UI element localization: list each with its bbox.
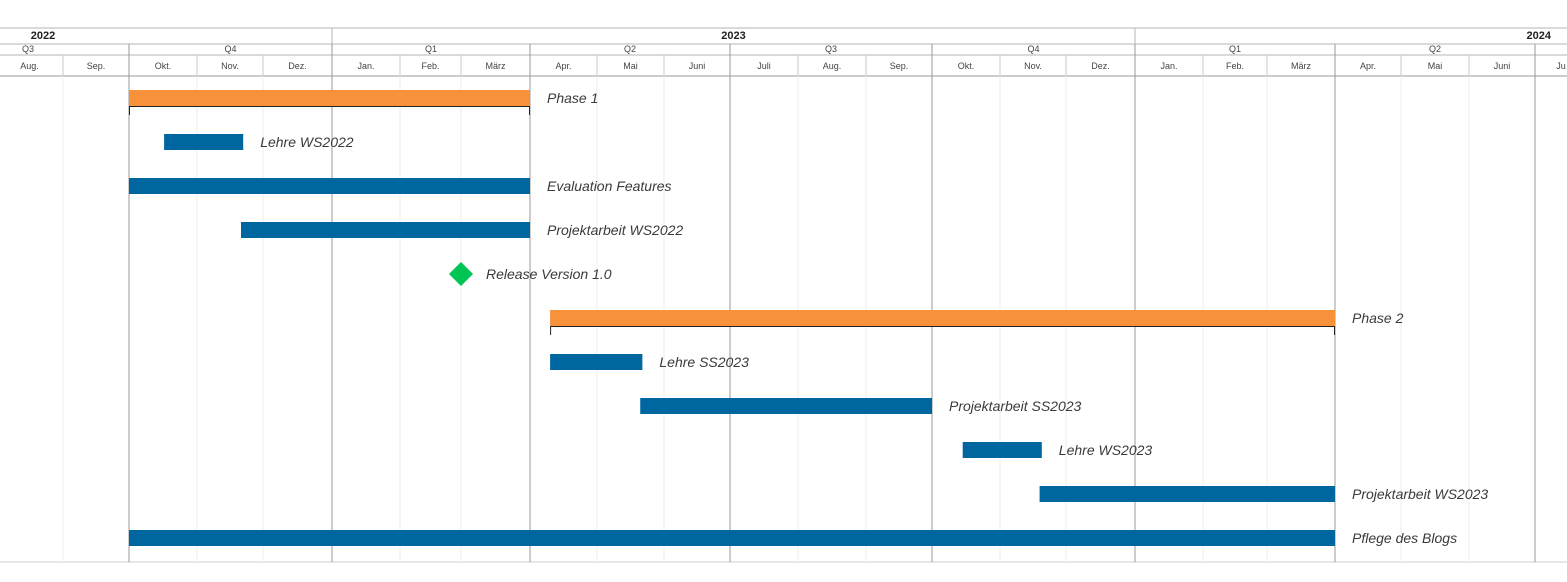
task-row: Projektarbeit WS2023 [1039, 486, 1488, 502]
year-label: 2022 [31, 30, 55, 42]
year-label: 2024 [1527, 30, 1552, 42]
task-row: Lehre WS2022 [164, 134, 354, 150]
month-label: Okt. [155, 61, 172, 71]
month-label: Jan. [1160, 61, 1177, 71]
month-label: Feb. [421, 61, 439, 71]
phase-bracket [129, 106, 530, 115]
month-label: Nov. [1024, 61, 1042, 71]
month-label: März [1291, 61, 1311, 71]
task-bar[interactable] [1039, 486, 1335, 502]
milestone-row: Release Version 1.0 [448, 261, 612, 287]
month-label: Dez. [1091, 61, 1110, 71]
month-label: Apr. [1360, 61, 1376, 71]
task-label: Projektarbeit SS2023 [949, 398, 1082, 414]
month-label: Aug. [823, 61, 842, 71]
task-label: Phase 1 [547, 90, 598, 106]
quarter-label: Q1 [425, 44, 437, 54]
month-label: Jan. [357, 61, 374, 71]
task-bar[interactable] [550, 354, 643, 370]
task-label: Release Version 1.0 [486, 266, 612, 282]
task-label: Lehre WS2023 [1059, 442, 1153, 458]
task-bar[interactable] [164, 134, 244, 150]
task-bar[interactable] [241, 222, 530, 238]
task-label: Pflege des Blogs [1352, 530, 1457, 546]
task-bar[interactable] [129, 530, 1335, 546]
quarter-label: Q4 [224, 44, 236, 54]
month-label: Sep. [890, 61, 909, 71]
task-label: Lehre WS2022 [260, 134, 354, 150]
quarter-label: Q3 [22, 44, 34, 54]
quarter-label: Q1 [1229, 44, 1241, 54]
month-label: Juli [757, 61, 771, 71]
task-label: Projektarbeit WS2023 [1352, 486, 1488, 502]
task-label: Lehre SS2023 [659, 354, 749, 370]
quarter-label: Q2 [1429, 44, 1441, 54]
month-label: Juni [1494, 61, 1511, 71]
quarter-label: Q3 [825, 44, 837, 54]
task-bar[interactable] [640, 398, 932, 414]
task-row: Lehre WS2023 [962, 442, 1153, 458]
phase-row: Phase 1 [129, 90, 598, 115]
timeline-header: 2022 2023 2024 Q3 Q4 Q1 Q2 Q3 Q4 Q1 Q2 Aug. Sep. Okt.… [0, 27, 1567, 77]
task-row: Projektarbeit WS2022 [241, 222, 683, 238]
task-bar[interactable] [962, 442, 1042, 458]
month-label: Ju [1556, 61, 1566, 71]
quarter-label: Q4 [1027, 44, 1039, 54]
month-label: Nov. [221, 61, 239, 71]
timeline-grid [0, 44, 1567, 563]
task-row: Lehre SS2023 [550, 354, 749, 370]
quarter-label: Q2 [624, 44, 636, 54]
month-label: Mai [1428, 61, 1443, 71]
month-label: März [486, 61, 506, 71]
task-row: Evaluation Features [129, 178, 672, 194]
year-label: 2023 [721, 30, 745, 42]
month-label: Feb. [1226, 61, 1244, 71]
month-label: Juni [689, 61, 706, 71]
month-label: Mai [623, 61, 638, 71]
task-rows: Phase 1 Lehre WS2022 Evaluation Features Pr… [129, 90, 1488, 546]
month-label: Dez. [288, 61, 307, 71]
month-label: Okt. [958, 61, 975, 71]
month-label: Aug. [20, 61, 39, 71]
phase-row: Phase 2 [550, 310, 1404, 335]
task-label: Projektarbeit WS2022 [547, 222, 683, 238]
month-label: Apr. [555, 61, 571, 71]
milestone-diamond[interactable] [448, 261, 474, 287]
phase-bar[interactable] [550, 310, 1335, 326]
phase-bracket [550, 326, 1335, 335]
task-label: Phase 2 [1352, 310, 1404, 326]
month-label: Sep. [87, 61, 106, 71]
phase-bar[interactable] [129, 90, 530, 106]
task-row: Projektarbeit SS2023 [640, 398, 1082, 414]
task-label: Evaluation Features [547, 178, 672, 194]
task-bar[interactable] [129, 178, 530, 194]
task-row: Pflege des Blogs [129, 530, 1457, 546]
